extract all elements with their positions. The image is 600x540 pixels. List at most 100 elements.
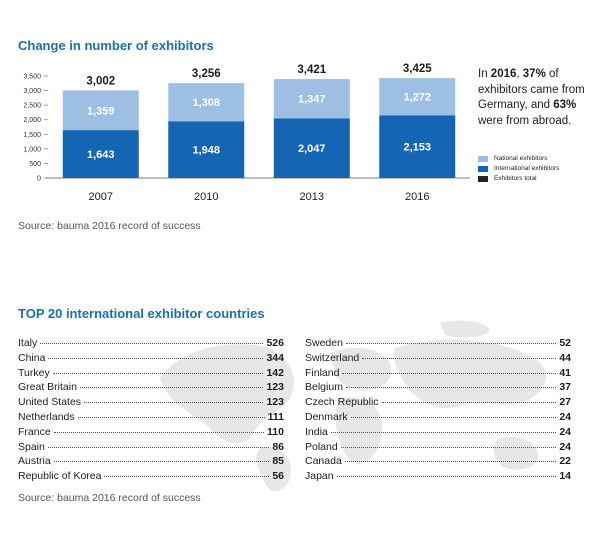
- note-text-3: of exhibitors came from Germany, and: [478, 68, 585, 111]
- country-row: Czech Republic 27: [305, 396, 571, 411]
- country-row: Canada 22: [305, 455, 571, 470]
- country-row: Denmark 24: [305, 411, 571, 426]
- country-row: Great Britain 123: [18, 381, 284, 396]
- note-text-1: In: [478, 68, 491, 80]
- country-name: Denmark: [305, 410, 348, 423]
- country-row: Italy 526: [18, 337, 284, 352]
- country-value: 24: [559, 440, 571, 453]
- summary-note: In 2016, 37% of exhibitors came from Ger…: [478, 67, 594, 129]
- bar-national: [168, 83, 245, 122]
- x-tick-label: 2010: [194, 191, 218, 203]
- leader-dots: [48, 357, 264, 359]
- country-name: Canada: [305, 455, 342, 468]
- country-name: Great Britain: [18, 381, 77, 394]
- label-national: 1,308: [192, 97, 220, 109]
- leader-dots: [47, 446, 270, 448]
- country-value: 526: [266, 337, 284, 349]
- country-name: France: [18, 425, 51, 438]
- countries-right-column: Sweden 52 Switzerland 44 Finland 41 Belgium 37 C…: [305, 337, 571, 485]
- label-international: 2,153: [403, 142, 431, 154]
- leader-dots: [350, 416, 557, 418]
- country-value: 123: [266, 396, 284, 409]
- country-row: Austria 85: [18, 455, 284, 470]
- country-value: 22: [559, 455, 571, 468]
- country-name: India: [305, 425, 328, 438]
- country-name: Republic of Korea: [18, 470, 102, 483]
- legend-swatch-international: [478, 165, 488, 172]
- legend-swatch-total: [478, 175, 488, 182]
- country-name: Switzerland: [305, 351, 360, 364]
- country-row: Belgium 37: [305, 381, 571, 396]
- country-value: 123: [266, 381, 284, 394]
- bar-national: [62, 90, 139, 131]
- chart-source: Source: bauma 2016 record of success: [18, 220, 201, 232]
- countries-left-column: Italy 526 China 344 Turkey 142 Great Britain 12…: [18, 337, 284, 485]
- x-tick-label: 2013: [300, 191, 324, 203]
- country-name: Belgium: [305, 381, 343, 394]
- country-value: 24: [559, 410, 571, 423]
- country-name: Japan: [305, 470, 334, 483]
- y-tick-label: 1,000: [23, 146, 41, 153]
- label-international: 1,948: [192, 145, 220, 157]
- chart-legend: National exhibitors International exhibi…: [478, 154, 559, 184]
- legend-label-total: Exhibitors total: [494, 175, 537, 182]
- x-tick-label: 2016: [405, 191, 429, 203]
- country-row: Spain 86: [18, 441, 284, 456]
- country-value: 110: [267, 425, 284, 438]
- leader-dots: [104, 476, 270, 478]
- country-row: Sweden 52: [305, 337, 571, 352]
- legend-item-international: International exhibitors: [478, 164, 559, 173]
- leader-dots: [336, 476, 557, 478]
- country-name: United States: [18, 396, 82, 409]
- leader-dots: [53, 431, 265, 433]
- legend-item-total: Exhibitors total: [478, 174, 559, 183]
- label-international: 1,643: [87, 149, 115, 161]
- country-name: Czech Republic: [305, 396, 379, 409]
- top-countries-title: TOP 20 international exhibitor countries: [18, 306, 265, 321]
- y-tick-label: 1,500: [23, 132, 41, 139]
- leader-dots: [52, 372, 264, 374]
- country-row: United States 123: [18, 396, 284, 411]
- label-national: 1,272: [403, 92, 431, 104]
- note-text-2: ,: [516, 68, 523, 80]
- leader-dots: [77, 416, 265, 418]
- country-row: India 24: [305, 426, 571, 441]
- country-value: 27: [559, 396, 571, 409]
- bar-international: [379, 115, 456, 178]
- country-value: 52: [559, 337, 571, 349]
- leader-dots: [381, 402, 557, 404]
- country-name: Finland: [305, 366, 340, 379]
- leader-dots: [340, 446, 557, 448]
- country-row: Finland 41: [305, 367, 571, 382]
- country-name: Poland: [305, 440, 338, 453]
- stacked-bar-chart: 0 500 1,000 1,500 2,000 2,500 3,000 3,500 1,643 1…: [23, 63, 470, 203]
- label-total: 3,002: [86, 76, 115, 88]
- y-tick-label: 2,000: [23, 117, 41, 124]
- country-value: 14: [559, 470, 571, 483]
- leader-dots: [40, 343, 264, 344]
- leader-dots: [362, 357, 557, 359]
- leader-dots: [79, 387, 264, 389]
- country-value: 41: [559, 366, 571, 379]
- label-total: 3,425: [403, 63, 432, 75]
- country-value: 111: [267, 410, 284, 423]
- country-name: Sweden: [305, 337, 343, 349]
- y-tick-label: 2,500: [23, 103, 41, 110]
- country-value: 44: [559, 351, 571, 364]
- y-tick-label: 500: [29, 161, 41, 168]
- x-tick-label: 2007: [89, 191, 113, 203]
- chart-title: Change in number of exhibitors: [18, 38, 214, 53]
- legend-item-national: National exhibitors: [478, 154, 559, 163]
- note-pct-germany: 37%: [522, 68, 546, 80]
- y-tick-label: 3,500: [23, 74, 41, 81]
- leader-dots: [345, 343, 557, 344]
- label-international: 2,047: [298, 143, 326, 155]
- country-value: 344: [266, 351, 284, 364]
- legend-swatch-national: [478, 155, 488, 162]
- leader-dots: [53, 461, 270, 463]
- country-value: 86: [272, 440, 284, 453]
- country-row: France 110: [18, 426, 284, 441]
- country-name: Netherlands: [18, 410, 75, 423]
- countries-source: Source: bauma 2016 record of success: [18, 492, 201, 504]
- note-text-4: were from abroad.: [478, 114, 572, 127]
